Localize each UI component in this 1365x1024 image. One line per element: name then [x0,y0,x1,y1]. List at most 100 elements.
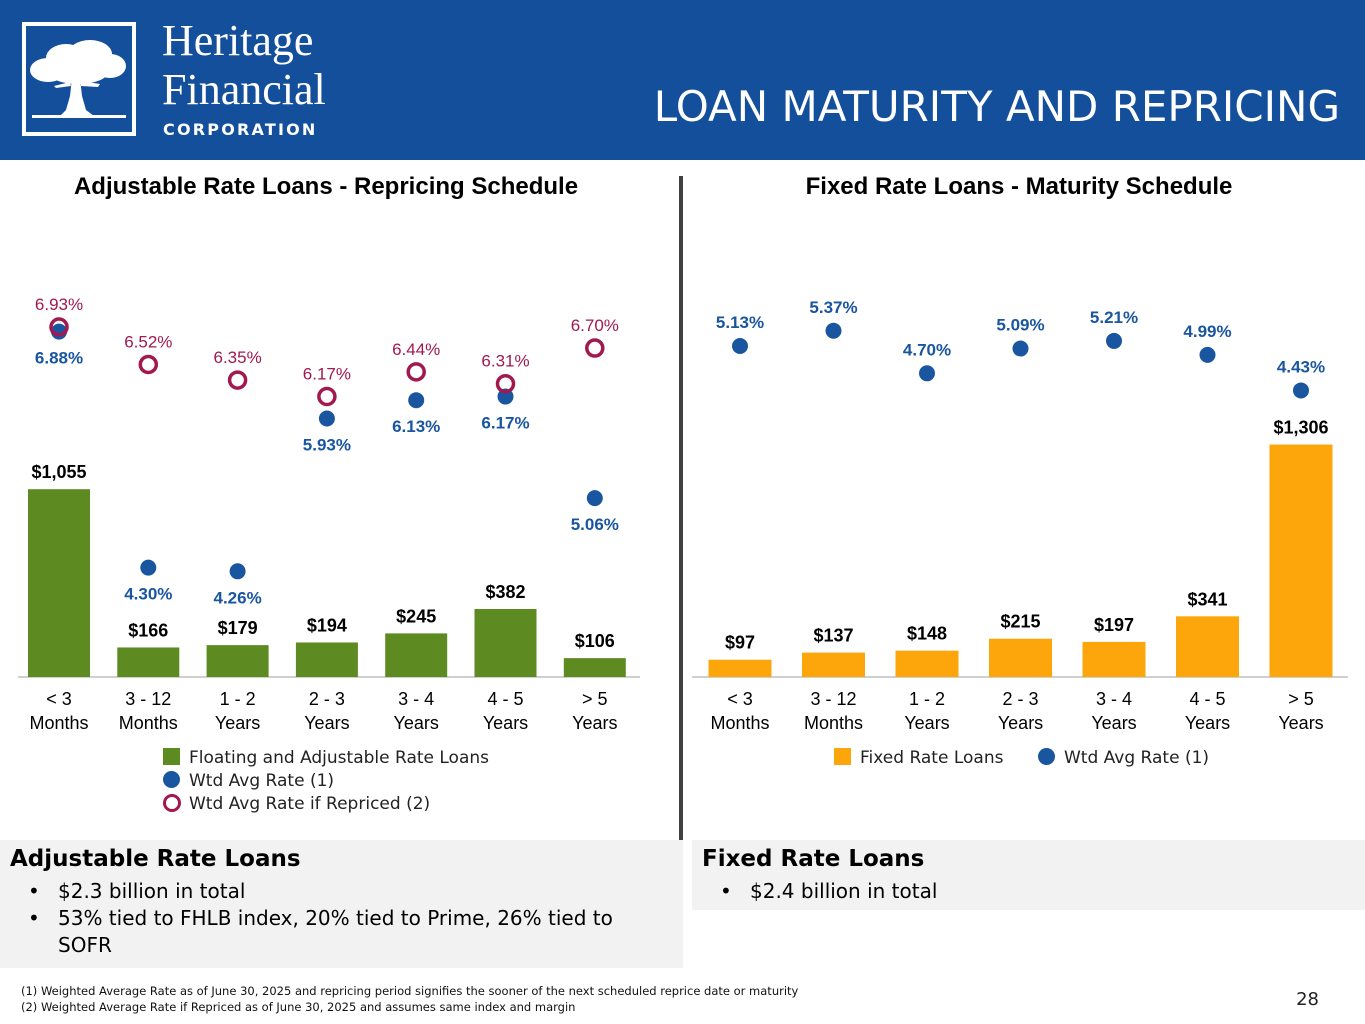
legend-label: Wtd Avg Rate (1) [1064,748,1210,768]
x-tick-label: Years [1278,713,1323,733]
x-tick-label: 3 - 4 [398,689,434,709]
repriced-rate-label: 6.44% [392,340,440,359]
repriced-rate-marker [585,338,605,358]
x-tick-label: 3 - 12 [810,689,856,709]
bar [802,652,865,677]
legend-item-fixed-bars: Fixed Rate Loans [834,748,1003,768]
wtd-avg-rate-label: 4.99% [1183,322,1231,341]
list-item: $2.3 billion in total [12,878,672,905]
legend-swatch [1038,748,1055,765]
fixed-summary-title: Fixed Rate Loans [702,846,925,872]
bar [1176,616,1239,677]
x-tick-label: < 3 [727,689,753,709]
repriced-rate-label: 6.31% [481,352,529,371]
repriced-rate-marker [49,317,69,337]
repriced-rate-label: 6.93% [35,295,83,314]
adjustable-summary-panel: Adjustable Rate Loans $2.3 billion in to… [0,840,683,968]
bar [206,645,269,677]
repriced-rate-marker [317,386,337,407]
wtd-avg-rate-marker [586,490,603,507]
bar-value-label: $1,055 [31,462,86,482]
wtd-avg-rate-marker [919,365,935,382]
company-logo [22,22,136,136]
wtd-avg-rate-label: 4.26% [213,588,261,607]
wtd-avg-rate-marker [1106,332,1122,349]
footnote-1: (1) Weighted Average Rate as of June 30,… [21,984,799,998]
brand-name-line2: Financial [162,65,326,114]
wtd-avg-rate-label: 5.21% [1090,308,1138,327]
wtd-avg-rate-label: 6.88% [35,349,83,368]
x-tick-label: 1 - 2 [220,689,256,709]
oak-tree-icon [30,40,126,118]
footnote-2: (2) Weighted Average Rate if Repriced as… [21,1000,576,1014]
wtd-avg-rate-label: 5.93% [303,436,351,455]
adjustable-rate-chart: $1,055 < 3 Months $166 3 - 12 Months $179 1 - 2… [18,295,640,733]
wtd-avg-rate-marker [1199,346,1216,363]
bar [117,647,180,677]
bar [28,489,90,677]
x-tick-label: Years [904,713,949,733]
bar [295,642,358,677]
x-tick-label: Years [1185,713,1230,733]
bar-value-label: $179 [218,618,258,638]
bar-value-label: $148 [907,624,947,644]
bar-value-label: $382 [485,582,525,602]
wtd-avg-rate-marker [408,392,425,409]
wtd-avg-rate-label: 6.13% [392,417,440,436]
legend-item-wtd-avg-rate: Wtd Avg Rate (1) [1038,748,1209,768]
x-tick-label: 4 - 5 [487,689,523,709]
x-tick-label: Years [998,713,1043,733]
x-tick-label: 2 - 3 [1002,689,1038,709]
x-tick-label: Months [804,713,863,733]
x-tick-label: 4 - 5 [1189,689,1225,709]
wtd-avg-rate-marker [825,322,842,339]
x-tick-label: > 5 [1288,689,1314,709]
bar-value-label: $341 [1187,589,1227,609]
x-tick-label: 3 - 4 [1096,689,1132,709]
x-tick-label: Years [215,713,260,733]
legend-swatch [163,794,181,812]
legend-label: Wtd Avg Rate if Repriced (2) [189,794,431,814]
wtd-avg-rate-label: 5.37% [809,298,857,317]
bar-value-label: $106 [575,631,615,651]
bar-value-label: $245 [396,606,436,626]
adjustable-chart-title: Adjustable Rate Loans - Repricing Schedu… [73,173,579,200]
repriced-rate-marker [406,362,426,382]
x-tick-label: Years [483,713,528,733]
bar-value-label: $137 [813,626,853,646]
repriced-rate-marker [495,373,516,394]
legend-label: Wtd Avg Rate (1) [189,771,335,791]
wtd-avg-rate-marker [318,410,335,427]
bar-value-label: $97 [725,633,755,653]
repriced-rate-label: 6.35% [213,348,261,367]
page-number: 28 [1296,989,1319,1010]
wtd-avg-rate-marker [140,559,157,576]
bar-value-label: $197 [1094,615,1134,635]
x-tick-label: Months [710,713,769,733]
repriced-rate-label: 6.70% [571,316,619,335]
legend-item-repriced-rate: Wtd Avg Rate if Repriced (2) [163,794,430,814]
wtd-avg-rate-label: 5.09% [996,316,1044,335]
wtd-avg-rate-label: 5.13% [716,313,764,332]
legend-swatch [834,748,851,765]
x-tick-label: Years [304,713,349,733]
header-banner: Heritage Financial CORPORATION LOAN MATU… [0,0,1365,160]
bar [708,659,772,677]
fixed-chart-title: Fixed Rate Loans - Maturity Schedule [805,173,1233,200]
x-tick-label: Years [394,713,439,733]
bar [1082,641,1146,677]
wtd-avg-rate-marker [1293,382,1309,399]
repriced-rate-label: 6.52% [124,333,172,352]
wtd-avg-rate-marker [732,338,748,354]
repriced-rate-marker [138,354,159,375]
bar-value-label: $215 [1000,612,1040,632]
repriced-rate-label: 6.17% [303,365,351,384]
x-tick-label: Years [572,713,617,733]
legend-item-wtd-avg-rate: Wtd Avg Rate (1) [163,771,334,791]
wtd-avg-rate-label: 6.17% [481,414,529,433]
repriced-rate-marker [227,370,248,390]
adjustable-summary-list: $2.3 billion in total 53% tied to FHLB i… [12,878,672,959]
bar [563,658,626,677]
page-title: LOAN MATURITY AND REPRICING [653,82,1340,131]
x-tick-label: < 3 [46,689,72,709]
